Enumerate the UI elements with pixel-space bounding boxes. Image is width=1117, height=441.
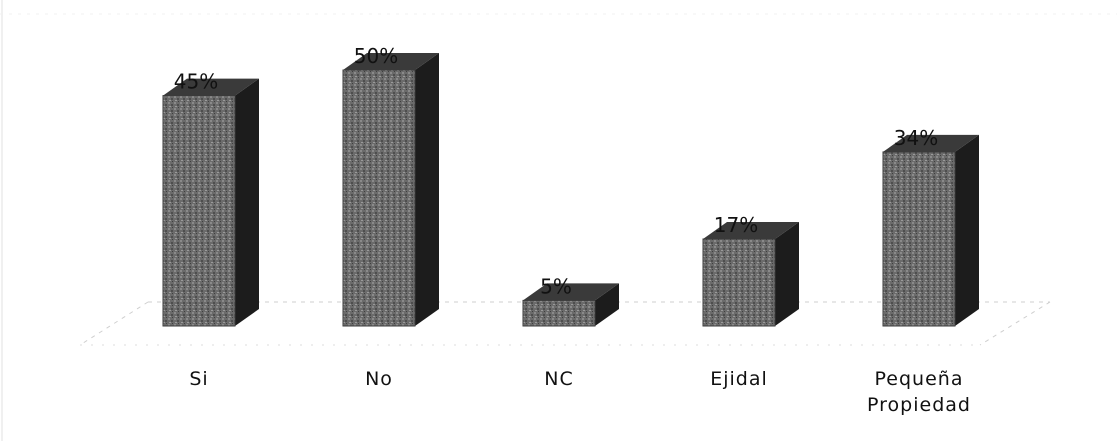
data-label-4: 17% — [714, 213, 758, 237]
bar-top-face — [883, 134, 979, 152]
bar-side-face — [595, 283, 619, 326]
bar-front-face — [882, 151, 956, 327]
bar-1 — [162, 78, 259, 327]
bar-top-face — [163, 78, 259, 96]
bar-top-face — [523, 283, 619, 301]
category-label-4: Ejidal — [710, 368, 768, 390]
category-label-3: NC — [544, 368, 574, 390]
data-label-1: 45% — [174, 70, 218, 94]
data-label-3: 5% — [540, 274, 572, 298]
category-label-5: Pequeña Propiedad — [867, 368, 971, 416]
bar-top-face — [703, 221, 799, 239]
bar-4 — [702, 221, 799, 327]
bar-front-face — [522, 299, 596, 327]
bar-3 — [522, 283, 619, 327]
bar-side-face — [955, 134, 979, 326]
bar-top-face — [343, 53, 439, 70]
floor-right-edge — [979, 301, 1051, 346]
bar-side-face — [235, 78, 259, 326]
bar-front-face — [702, 238, 776, 327]
category-label-2: No — [365, 368, 393, 390]
bar-front-face — [162, 95, 236, 327]
bar-side-face — [775, 221, 799, 326]
floor-left-edge — [79, 301, 149, 346]
bar-2 — [342, 53, 439, 327]
category-label-1: Si — [189, 368, 209, 390]
data-label-2: 50% — [354, 44, 398, 68]
bar-front-face — [342, 69, 416, 327]
bar-side-face — [415, 53, 439, 326]
bar-5 — [882, 134, 979, 327]
data-label-5: 34% — [894, 126, 938, 150]
